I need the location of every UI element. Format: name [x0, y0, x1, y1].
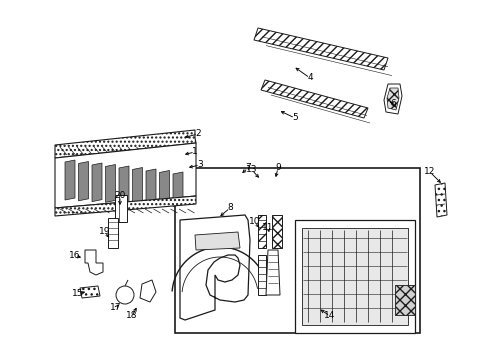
Polygon shape	[434, 183, 446, 217]
Polygon shape	[173, 172, 183, 206]
Text: 10: 10	[249, 217, 260, 226]
Text: 14: 14	[324, 311, 335, 320]
Text: 4: 4	[306, 73, 312, 82]
Text: 20: 20	[114, 192, 125, 201]
Polygon shape	[79, 162, 88, 201]
Polygon shape	[386, 88, 398, 110]
Polygon shape	[105, 165, 115, 202]
Circle shape	[142, 286, 152, 296]
Polygon shape	[146, 169, 156, 205]
Text: 5: 5	[291, 113, 297, 122]
Polygon shape	[159, 171, 169, 206]
Polygon shape	[132, 167, 142, 204]
Polygon shape	[271, 215, 282, 248]
Text: 3: 3	[197, 161, 203, 170]
Text: 7: 7	[244, 163, 250, 172]
Polygon shape	[258, 255, 265, 295]
Polygon shape	[302, 228, 407, 325]
Text: 8: 8	[226, 203, 232, 212]
Text: 9: 9	[275, 163, 280, 172]
Bar	[175, 168, 419, 333]
Polygon shape	[265, 250, 280, 295]
Text: 13: 13	[246, 166, 257, 175]
Polygon shape	[55, 130, 196, 158]
Polygon shape	[85, 250, 103, 275]
Polygon shape	[80, 286, 100, 298]
Text: 18: 18	[126, 311, 138, 320]
Polygon shape	[258, 215, 265, 248]
Polygon shape	[108, 218, 118, 248]
Polygon shape	[140, 280, 156, 302]
Text: 2: 2	[195, 130, 201, 139]
Text: 15: 15	[72, 289, 83, 298]
Polygon shape	[180, 215, 249, 320]
Polygon shape	[261, 80, 367, 118]
Polygon shape	[383, 84, 401, 114]
Text: 11: 11	[262, 224, 273, 233]
Text: 6: 6	[389, 99, 395, 108]
Polygon shape	[195, 232, 240, 250]
Text: 12: 12	[424, 167, 435, 176]
Polygon shape	[65, 160, 75, 200]
Polygon shape	[55, 143, 196, 208]
Polygon shape	[294, 220, 414, 333]
Polygon shape	[115, 195, 127, 222]
Polygon shape	[394, 285, 414, 315]
Text: 1: 1	[192, 148, 198, 157]
Polygon shape	[92, 163, 102, 202]
Polygon shape	[253, 28, 387, 70]
Text: 19: 19	[99, 228, 110, 237]
Text: 16: 16	[69, 252, 81, 261]
Circle shape	[116, 286, 134, 304]
Polygon shape	[119, 166, 129, 203]
Polygon shape	[55, 196, 196, 216]
Text: 17: 17	[110, 303, 122, 312]
